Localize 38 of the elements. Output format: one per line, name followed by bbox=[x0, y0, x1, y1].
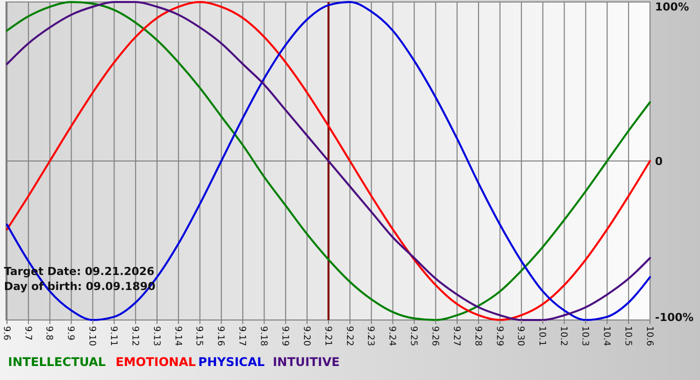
x-tick-label: 10.5 bbox=[622, 326, 632, 346]
x-tick-label: 9.25 bbox=[408, 326, 418, 346]
y-tick-label: 100% bbox=[655, 0, 689, 14]
x-tick-label: 9.26 bbox=[430, 326, 440, 346]
y-tick-label: -100% bbox=[655, 311, 694, 324]
x-tick-label: 9.11 bbox=[108, 326, 118, 346]
text: PHYSICAL bbox=[198, 355, 266, 369]
x-tick-label: 9.19 bbox=[279, 326, 290, 346]
text: INTELLECTUAL bbox=[8, 355, 106, 369]
x-tick-label: 9.30 bbox=[515, 326, 526, 346]
x-tick-label: 10.2 bbox=[558, 326, 568, 346]
x-tick-label: 10.1 bbox=[536, 326, 547, 346]
x-tick-label: 9.24 bbox=[386, 326, 397, 346]
x-tick-label: 9.27 bbox=[450, 326, 461, 346]
x-tick-label: 9.7 bbox=[22, 326, 32, 340]
x-tick-label: 9.29 bbox=[494, 326, 504, 346]
x-tick-label: 9.6 bbox=[0, 326, 11, 341]
x-tick-label: 9.21 bbox=[322, 326, 332, 346]
x-tick-label: 9.8 bbox=[44, 326, 54, 341]
x-tick-label: 9.17 bbox=[236, 326, 247, 346]
x-tick-label: 10.6 bbox=[644, 326, 654, 346]
y-tick-label: 0 bbox=[655, 154, 663, 168]
x-tick-label: 9.16 bbox=[215, 326, 226, 346]
x-tick-label: 9.28 bbox=[472, 326, 482, 346]
x-tick-label: 9.23 bbox=[365, 326, 376, 346]
text: EMOTIONAL bbox=[116, 355, 196, 369]
text: INTUITIVE bbox=[272, 355, 340, 369]
x-tick-label: 9.13 bbox=[150, 326, 161, 346]
x-tick-label: 9.12 bbox=[129, 326, 140, 346]
x-tick-label: 9.20 bbox=[300, 326, 311, 346]
x-tick-label: 9.10 bbox=[86, 326, 97, 346]
x-tick-label: 9.14 bbox=[172, 326, 182, 346]
x-tick-label: 10.3 bbox=[580, 326, 590, 346]
x-tick-label: 9.22 bbox=[344, 326, 354, 346]
x-tick-label: 9.9 bbox=[65, 326, 76, 341]
x-tick-label: 10.4 bbox=[600, 326, 611, 346]
x-tick-label: 9.18 bbox=[258, 326, 268, 346]
x-tick-label: 9.15 bbox=[194, 326, 204, 346]
